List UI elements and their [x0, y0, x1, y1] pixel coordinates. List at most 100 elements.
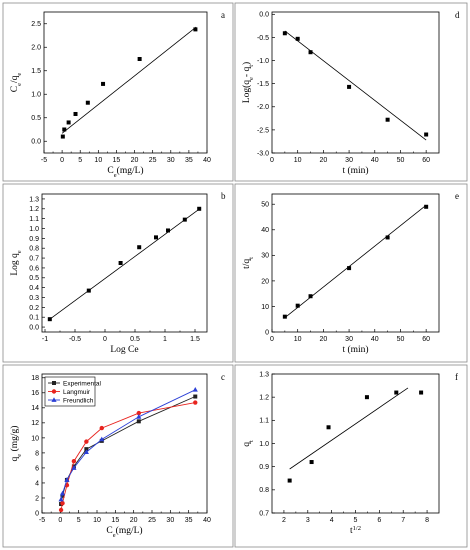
y-tick-label: 0.6 [29, 265, 39, 272]
data-point [424, 132, 429, 137]
y-tick-label: 18 [31, 375, 39, 382]
x-tick-label: 6 [377, 517, 381, 524]
y-tick-label: 0.3 [29, 295, 39, 302]
data-point [66, 120, 71, 125]
y-tick-label: 10 [31, 435, 39, 442]
legend-entry: Freundlich [63, 397, 94, 404]
data-point [154, 235, 158, 240]
x-tick-label: 0 [270, 157, 274, 164]
y-tick-label: 1.3 [259, 371, 269, 378]
data-point [419, 390, 424, 395]
x-tick-label: 8 [425, 517, 429, 524]
y-tick-label: 1.2 [29, 206, 39, 213]
x-tick-label: 20 [319, 157, 327, 164]
x-axis-label: Log Ce [110, 345, 138, 355]
y-tick-label: 0.8 [29, 246, 39, 253]
y-tick-label: 1.0 [29, 226, 39, 233]
series-line-langmuir [60, 402, 196, 511]
panel-letter: b [221, 191, 226, 201]
x-tick-label: 50 [397, 336, 405, 343]
panel-letter: e [455, 191, 459, 201]
y-tick-label: 0.1 [29, 315, 39, 322]
data-point [101, 81, 106, 86]
series-point-freundlich [71, 465, 77, 470]
data-point [308, 294, 313, 299]
plot-frame [271, 11, 440, 154]
panel-letter: d [455, 10, 460, 20]
data-point [385, 235, 390, 240]
data-point [282, 31, 287, 36]
y-tick-label: -3.0 [257, 150, 269, 157]
x-axis-label: t1/2 [350, 525, 361, 537]
fit-line [284, 30, 427, 141]
y-axis-label: qe (mg/g) [9, 426, 23, 462]
panel-border [2, 2, 234, 182]
series-point-freundlich [59, 490, 66, 496]
series-point-langmuir [84, 439, 89, 444]
x-axis-label: Ce(mg/L) [106, 525, 142, 539]
data-point [295, 36, 300, 41]
legend-entry: Langmuir [63, 389, 91, 396]
x-tick-label: 0 [58, 517, 62, 524]
panel-f: 2 3 4 5 6 7 8 0.7 0.8 0.9 1.0 1.1 1.2 1.3 t1/2 qt f [234, 364, 468, 548]
y-tick-label: 40 [261, 227, 269, 234]
y-tick-label: 2.0 [31, 45, 41, 52]
series-point-freundlich [83, 449, 89, 455]
series-line-freundlich [60, 389, 196, 500]
data-point [60, 134, 65, 139]
x-tick-label: 25 [148, 517, 156, 524]
x-tick-label: 10 [93, 517, 101, 524]
data-point [326, 425, 331, 430]
x-axis-label: t (min) [342, 344, 368, 355]
x-tick-label: 15 [113, 157, 121, 164]
y-axis-label: Log qe [10, 250, 23, 275]
fit-line [61, 26, 197, 134]
panel-b: -1 -0.5 0 0.5 1 1.5 0.0 0.1 0.2 0.3 0.4 0.5 0.6 0.7 0.… [2, 183, 234, 363]
data-point [282, 314, 287, 319]
x-tick-label: 20 [131, 157, 139, 164]
y-tick-label: 50 [261, 202, 269, 209]
x-tick-label: 15 [111, 517, 119, 524]
x-tick-label: 35 [185, 517, 193, 524]
x-tick-label: 7 [401, 517, 405, 524]
x-tick-label: 40 [371, 157, 379, 164]
x-tick-label: 40 [203, 157, 211, 164]
x-tick-label: 25 [149, 157, 157, 164]
x-tick-label: 0 [270, 336, 274, 343]
x-tick-label: 0 [103, 336, 107, 343]
y-tick-label: 14 [31, 405, 39, 412]
y-tick-label: 4 [35, 480, 39, 487]
series-point-langmuir [71, 458, 77, 464]
y-tick-label: 0 [35, 510, 39, 517]
y-tick-label: -1.0 [257, 58, 269, 65]
x-tick-label: 30 [345, 336, 353, 343]
y-tick-label: 6 [35, 465, 39, 472]
data-point [197, 206, 202, 211]
series-point-freundlich [99, 436, 105, 442]
series-point-freundlich [58, 496, 64, 502]
y-tick-label: 0.0 [29, 324, 39, 331]
series-point-experimental [84, 447, 89, 452]
plot-frame [41, 193, 208, 333]
fit-line [289, 387, 409, 470]
data-point [287, 478, 292, 483]
data-point [347, 266, 352, 271]
series-point-langmuir [99, 425, 104, 431]
x-tick-label: -5 [41, 157, 47, 164]
data-point [166, 228, 170, 233]
series-point-freundlich [192, 386, 198, 392]
y-tick-label: 1.0 [259, 441, 269, 448]
panel-d: 0 10 20 30 40 50 60 -3.0 -2.5 -2.0 -1.5 -1.0 -0.5 0.0… [234, 2, 468, 182]
series-point-langmuir [193, 400, 198, 405]
data-point [62, 127, 67, 132]
x-tick-label: 30 [167, 157, 175, 164]
data-point [347, 84, 352, 89]
series-point-experimental [136, 419, 141, 424]
y-axis-label: qt [242, 440, 255, 447]
x-tick-label: 5 [78, 157, 82, 164]
fit-line [284, 204, 427, 319]
y-tick-label: 1.3 [29, 196, 39, 203]
series-point-freundlich [136, 414, 142, 419]
data-point [86, 288, 91, 293]
